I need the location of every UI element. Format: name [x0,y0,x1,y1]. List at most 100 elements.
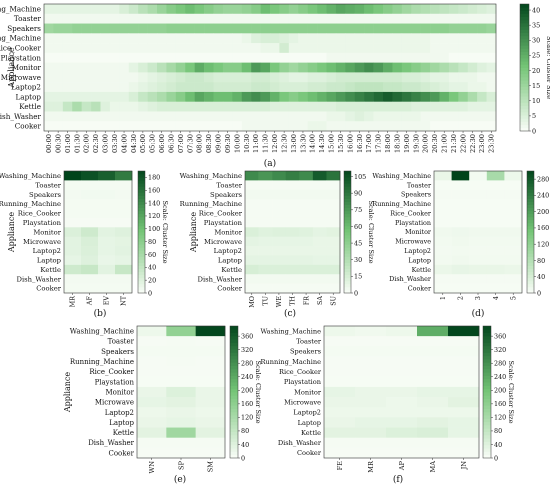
heatmap-cell [364,43,374,54]
heatmap-cell [245,236,259,247]
heatmap-cell [213,111,224,122]
colorbar-tick-label: 280 [494,360,506,368]
y-tick-label: Laptop [37,257,62,265]
heatmap-cell [486,264,505,275]
colorbar-tick-label: 160 [241,400,253,408]
heatmap-cell [307,72,318,83]
heatmap-cell [147,33,158,44]
y-tick-label: Rice_Cooker [390,209,432,217]
heatmap-cell [469,255,488,266]
heatmap-cell [364,111,374,122]
heatmap-cell [157,43,167,54]
heatmap-cell [109,23,120,34]
heatmap-cell [175,13,186,24]
colorbar-segment [527,232,534,236]
heatmap-cell [272,227,287,237]
colorbar-segment [138,180,145,184]
y-tick-label: Running_Machine [0,200,61,208]
heatmap-cell [232,62,243,73]
heatmap-cell [299,217,314,228]
colorbar-segment [483,405,491,409]
heatmap-cell [166,356,196,367]
heatmap-cell [335,13,346,24]
heatmap-cell [222,72,233,83]
heatmap-cell [469,208,488,219]
heatmap-cell [44,43,54,54]
colorbar-segment [520,67,529,72]
heatmap-cell [53,72,64,83]
heatmap-cell [279,52,290,63]
colorbar-segment [230,339,238,343]
heatmap-cell [115,208,133,219]
colorbar-segment [520,70,529,75]
heatmap-cell [354,43,365,54]
heatmap-cell [345,91,356,102]
colorbar-segment [230,326,238,330]
heatmap-cell [467,13,478,24]
heatmap-cell [185,33,195,44]
y-tick-label: Monitor [405,228,432,236]
colorbar-tick-label: 40 [532,6,540,14]
heatmap-cell [411,52,421,63]
y-tick-label: Kettle [221,266,242,274]
colorbar-segment [520,77,529,81]
colorbar-segment [527,280,534,285]
heatmap-cell [166,417,196,428]
heatmap-cell [147,52,158,63]
heatmap-cell [383,111,393,122]
heatmap-cell [401,33,412,44]
heatmap-cell [62,43,73,54]
heatmap-cell [62,23,73,34]
heatmap-cell [288,62,299,73]
colorbar-segment [527,204,534,208]
heatmap-cell [298,82,308,93]
heatmap-cell [100,111,111,122]
colorbar-tick-label: 0 [532,127,536,135]
colorbar-segment [344,207,351,212]
heatmap-cell [430,4,440,15]
colorbar-segment [344,268,351,273]
heatmap-cell [477,33,487,44]
heatmap-cell [260,72,271,83]
heatmap-cell [434,246,452,256]
y-tick-label: Monitor [105,388,134,396]
heatmap-cell [119,33,130,44]
colorbar-segment [483,425,491,429]
heatmap-cell [195,386,226,398]
heatmap-cell [448,407,480,418]
heatmap-cell [326,13,337,24]
colorbar-segment [520,42,529,46]
y-tick-label: Laptop2 [214,247,242,255]
heatmap-cell [213,121,224,132]
x-tick-label: 11:30 [262,134,270,153]
heatmap-cell [326,52,337,63]
x-tick-label: 20:30 [431,134,439,153]
colorbar-segment [483,395,491,399]
heatmap-cell [91,23,101,34]
y-tick-label: Playstation [95,378,135,386]
heatmap-cell [175,43,186,54]
heatmap-cell [486,91,497,102]
heatmap-cell [411,4,421,15]
heatmap-cell [451,246,470,256]
heatmap-cell [64,227,82,237]
heatmap-cell [504,264,523,275]
colorbar-segment [520,57,529,62]
heatmap-cell [477,4,487,15]
heatmap-cell [251,111,261,122]
y-tick-label: Running_Machine [180,200,242,208]
colorbar-tick-label: 35 [532,21,540,29]
x-tick-label: 22:30 [469,134,477,153]
heatmap-cell [115,246,133,256]
colorbar-segment [527,271,534,276]
heatmap-cell [504,189,523,200]
heatmap-cell [448,397,480,408]
heatmap-cell [185,4,195,15]
heatmap-cell [119,82,130,93]
heatmap-cell [288,121,299,132]
heatmap-cell [100,82,111,93]
colorbar-segment [344,280,351,285]
heatmap-cell [299,246,314,256]
heatmap-cell [157,4,167,15]
heatmap-cell [504,274,523,284]
